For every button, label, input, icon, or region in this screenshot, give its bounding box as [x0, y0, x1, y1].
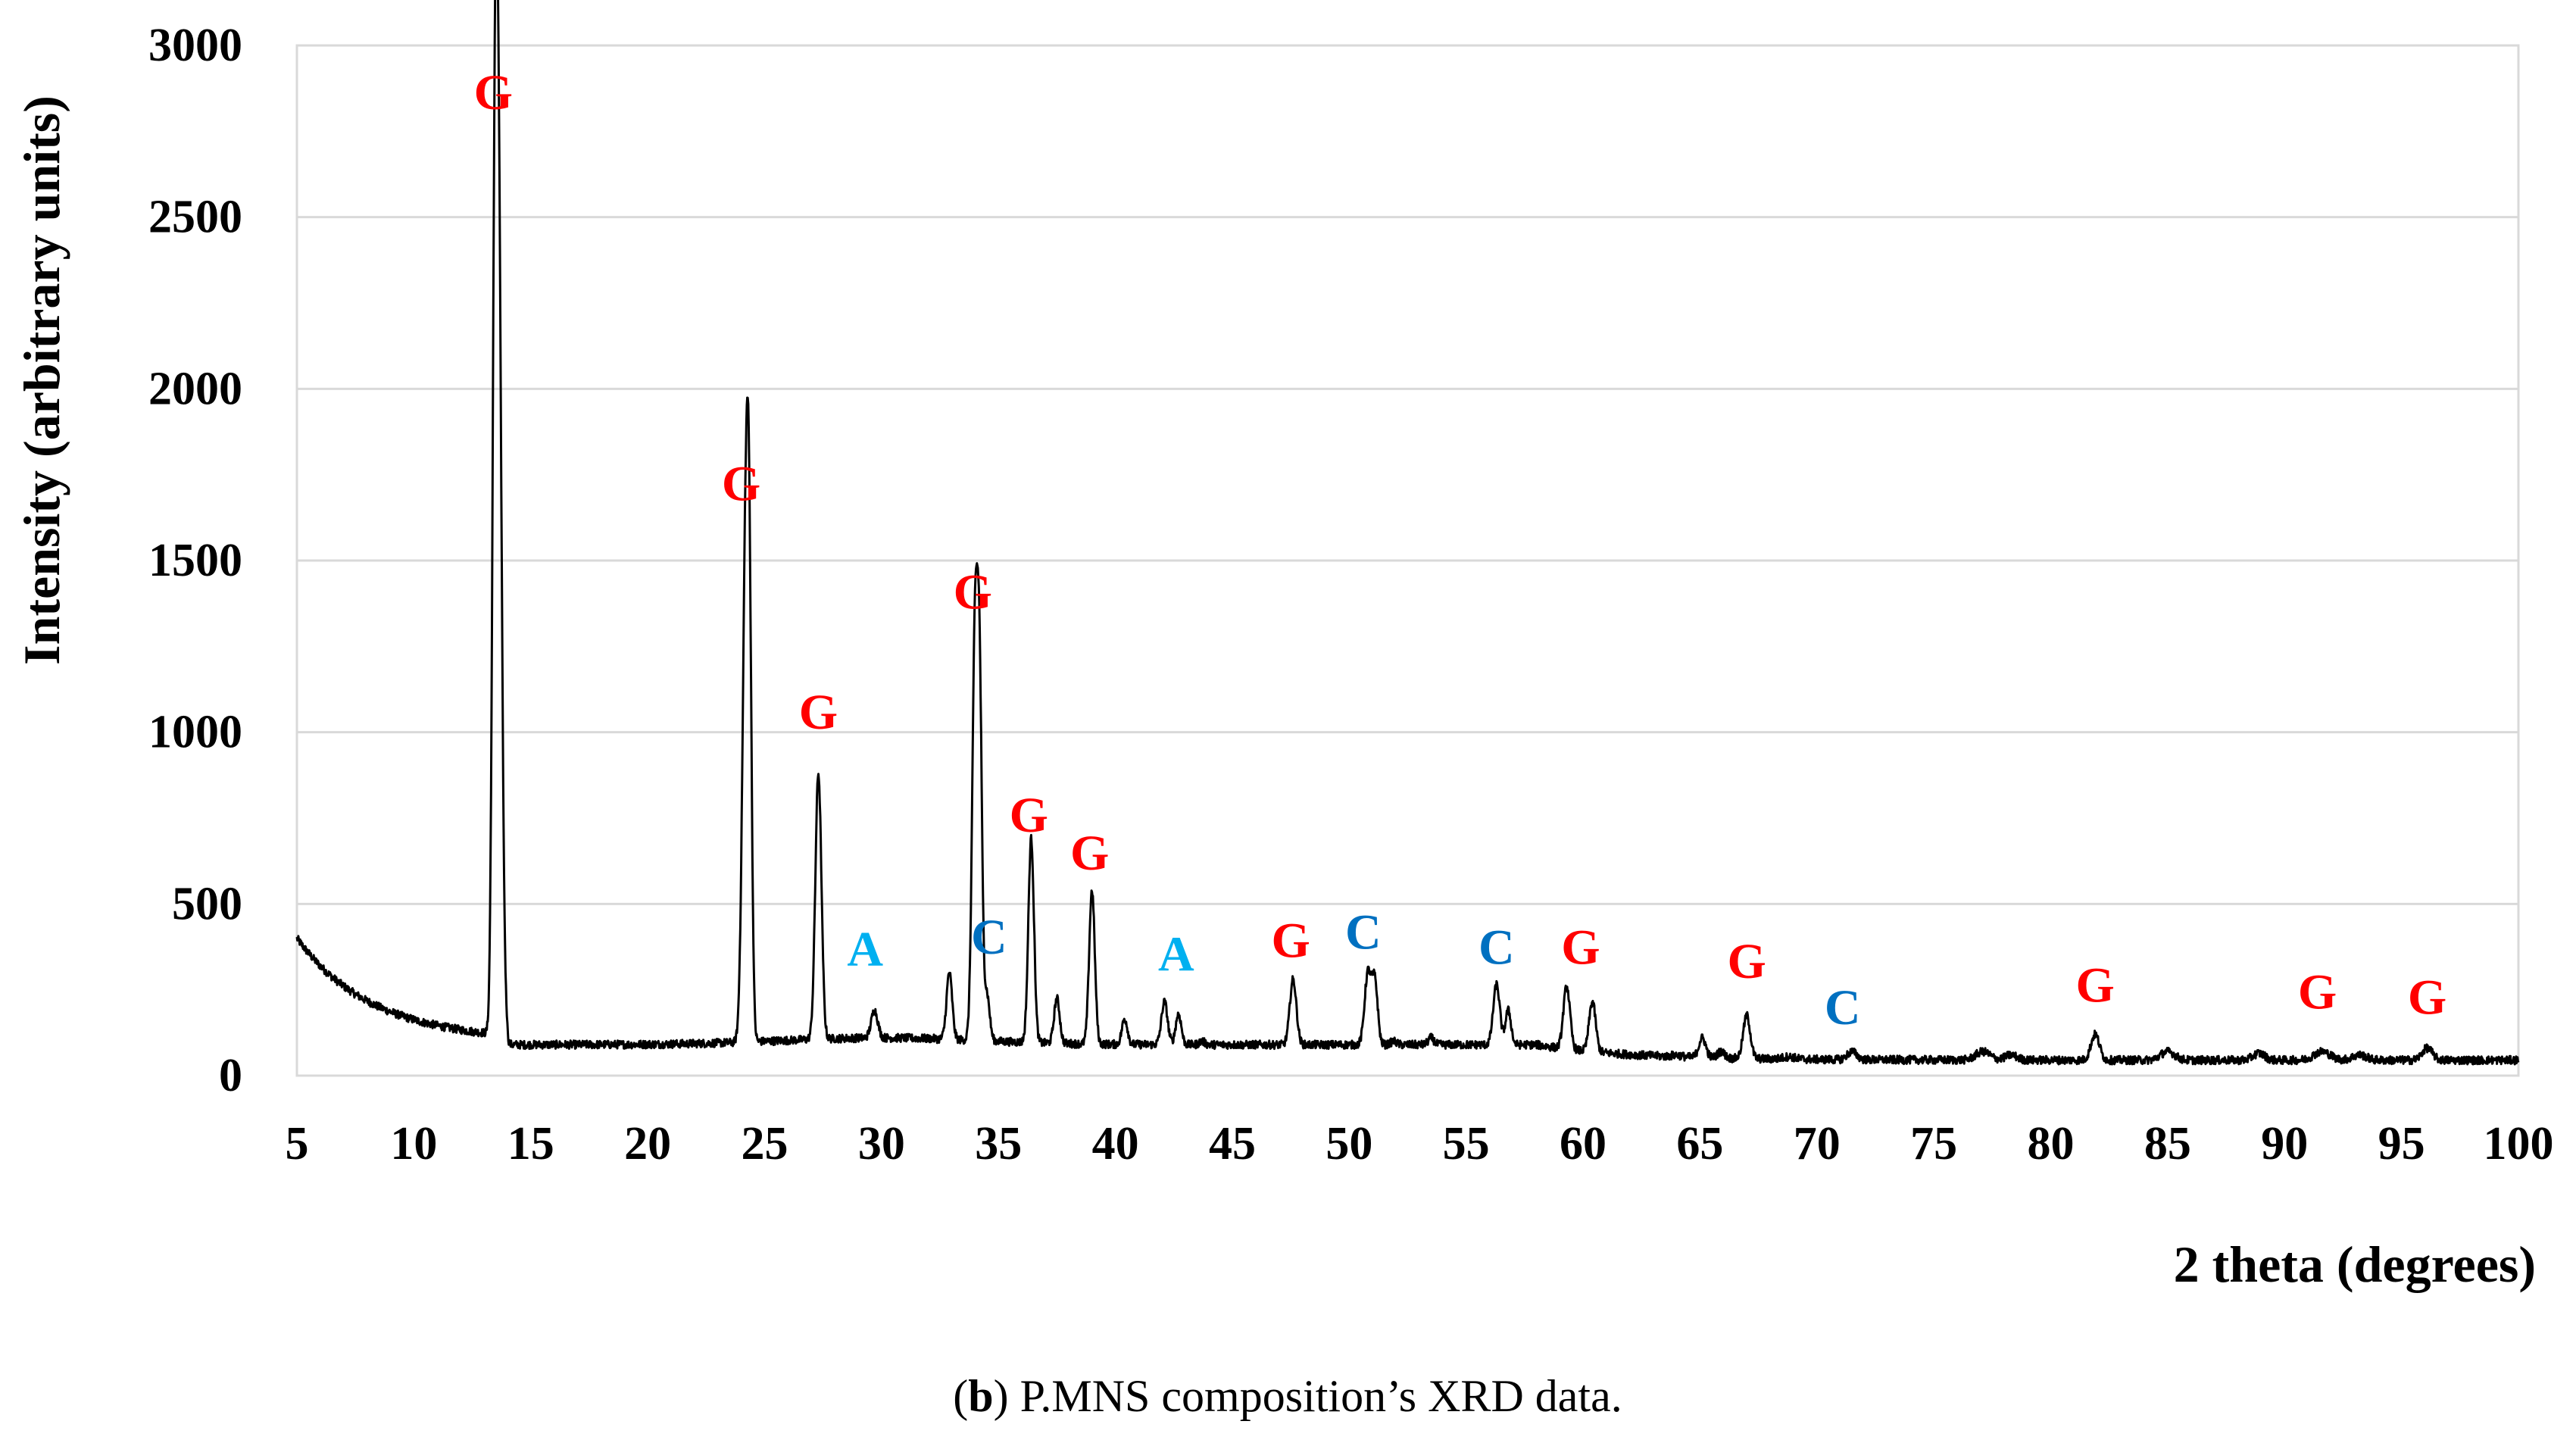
peak-label-g: G: [2076, 958, 2115, 1014]
gridlines: [297, 44, 2518, 1077]
xrd-pattern-line: [295, 0, 2520, 1066]
caption-panel-letter: b: [968, 1371, 993, 1421]
x-tick-label: 85: [2144, 1118, 2191, 1170]
peak-label-g: G: [1070, 826, 1109, 881]
peak-label-g: G: [2298, 965, 2337, 1020]
caption-text: P.MNS composition’s XRD data.: [1009, 1371, 1622, 1421]
x-tick-label: 35: [975, 1118, 1022, 1170]
x-tick-label: 100: [2484, 1118, 2554, 1170]
x-tick-label: 75: [1910, 1118, 1957, 1170]
peak-label-c: C: [1825, 980, 1861, 1035]
y-axis-title: Intensity (arbitrary units): [13, 95, 70, 665]
peak-label-g: G: [722, 457, 760, 512]
peak-label-a: A: [847, 922, 883, 977]
x-tick-label: 80: [2028, 1118, 2075, 1170]
x-tick-label: 20: [624, 1118, 671, 1170]
x-tick-label: 60: [1560, 1118, 1606, 1170]
peak-label-g: G: [2408, 970, 2446, 1025]
x-tick-labels: 5 10 15 20 25 30 35 40 45 50 55 60 65 70 75 80 85 90 95 100: [286, 1118, 2554, 1170]
peak-label-g: G: [1271, 914, 1310, 969]
y-tick-label: 2500: [148, 192, 242, 243]
peak-label-c: C: [971, 910, 1007, 965]
x-tick-label: 65: [1676, 1118, 1723, 1170]
x-tick-label: 40: [1092, 1118, 1139, 1170]
x-tick-label: 5: [286, 1118, 309, 1170]
peak-label-g: G: [1727, 934, 1766, 989]
peak-label-c: C: [1478, 920, 1515, 976]
x-tick-label: 30: [858, 1118, 905, 1170]
x-tick-label: 95: [2378, 1118, 2425, 1170]
x-tick-label: 10: [390, 1118, 437, 1170]
x-tick-label: 50: [1325, 1118, 1372, 1170]
figure-caption: (b) P.MNS composition’s XRD data.: [953, 1371, 1622, 1421]
x-tick-label: 70: [1794, 1118, 1841, 1170]
peak-label-a: A: [1158, 927, 1194, 982]
x-tick-label: 90: [2261, 1118, 2308, 1170]
x-axis-title: 2 theta (degrees): [2174, 1235, 2536, 1293]
y-tick-labels: 0 500 1000 1500 2000 2500 3000: [148, 20, 242, 1101]
y-tick-label: 1500: [148, 535, 242, 586]
peak-label-g: G: [1010, 788, 1048, 843]
peak-label-g: G: [954, 564, 992, 620]
x-tick-label: 55: [1443, 1118, 1490, 1170]
y-tick-label: 3000: [148, 20, 242, 71]
y-tick-label: 0: [219, 1050, 242, 1101]
peak-label-g: G: [474, 65, 513, 120]
y-tick-label: 500: [172, 878, 242, 929]
y-tick-label: 2000: [148, 363, 242, 414]
x-tick-label: 15: [507, 1118, 554, 1170]
peak-label-g: G: [799, 685, 838, 740]
x-tick-label: 25: [741, 1118, 788, 1170]
x-tick-label: 45: [1209, 1118, 1256, 1170]
peak-label-c: C: [1345, 904, 1382, 960]
peak-label-g: G: [1561, 920, 1600, 976]
y-tick-label: 1000: [148, 707, 242, 758]
